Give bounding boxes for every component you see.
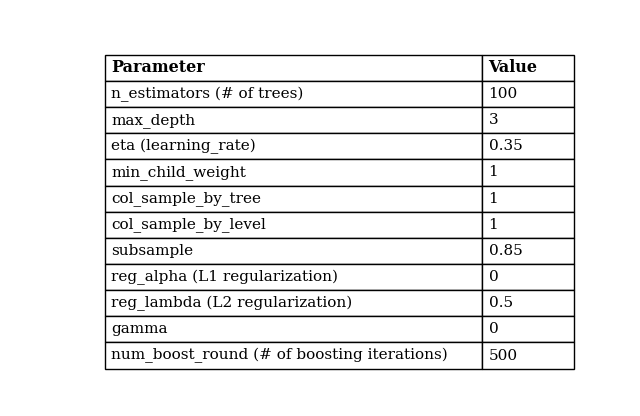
- Text: reg_lambda (L2 regularization): reg_lambda (L2 regularization): [111, 296, 353, 311]
- Bar: [482, 81, 573, 107]
- Bar: [105, 186, 482, 212]
- Bar: [482, 133, 573, 159]
- Bar: [105, 133, 482, 159]
- Text: 500: 500: [488, 349, 518, 363]
- Text: subsample: subsample: [111, 244, 193, 258]
- Bar: [482, 186, 573, 212]
- Bar: [105, 81, 482, 107]
- Text: col_sample_by_level: col_sample_by_level: [111, 217, 266, 232]
- Text: gamma: gamma: [111, 322, 168, 337]
- Bar: [482, 316, 573, 342]
- Text: 1: 1: [488, 192, 499, 206]
- Text: Value: Value: [488, 59, 538, 76]
- Text: eta (learning_rate): eta (learning_rate): [111, 139, 256, 154]
- Text: n_estimators (# of trees): n_estimators (# of trees): [111, 87, 303, 102]
- Text: max_depth: max_depth: [111, 113, 195, 128]
- Bar: [482, 238, 573, 264]
- Text: Parameter: Parameter: [111, 59, 205, 76]
- Bar: [105, 290, 482, 316]
- Bar: [105, 316, 482, 342]
- Bar: [482, 55, 573, 81]
- Bar: [482, 290, 573, 316]
- Bar: [482, 342, 573, 369]
- Text: 0.85: 0.85: [488, 244, 522, 258]
- Bar: [105, 238, 482, 264]
- Bar: [482, 212, 573, 238]
- Bar: [105, 212, 482, 238]
- Bar: [105, 159, 482, 186]
- Bar: [105, 107, 482, 133]
- Text: 0: 0: [488, 270, 499, 284]
- Text: col_sample_by_tree: col_sample_by_tree: [111, 191, 261, 206]
- Bar: [105, 342, 482, 369]
- Bar: [105, 264, 482, 290]
- Text: 0: 0: [488, 322, 499, 337]
- Text: min_child_weight: min_child_weight: [111, 165, 246, 180]
- Bar: [105, 55, 482, 81]
- Bar: [482, 264, 573, 290]
- Text: reg_alpha (L1 regularization): reg_alpha (L1 regularization): [111, 270, 339, 285]
- Bar: [482, 107, 573, 133]
- Text: num_boost_round (# of boosting iterations): num_boost_round (# of boosting iteration…: [111, 348, 448, 363]
- Text: 3: 3: [488, 113, 498, 127]
- Text: 1: 1: [488, 166, 499, 179]
- Text: 1: 1: [488, 218, 499, 232]
- Text: 0.5: 0.5: [488, 296, 513, 310]
- Text: 100: 100: [488, 87, 518, 101]
- Text: 0.35: 0.35: [488, 139, 522, 153]
- Bar: [482, 159, 573, 186]
